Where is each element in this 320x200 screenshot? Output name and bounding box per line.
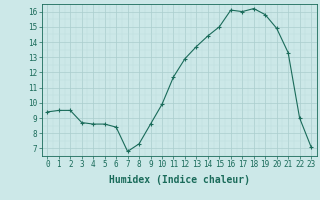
X-axis label: Humidex (Indice chaleur): Humidex (Indice chaleur) [109,175,250,185]
